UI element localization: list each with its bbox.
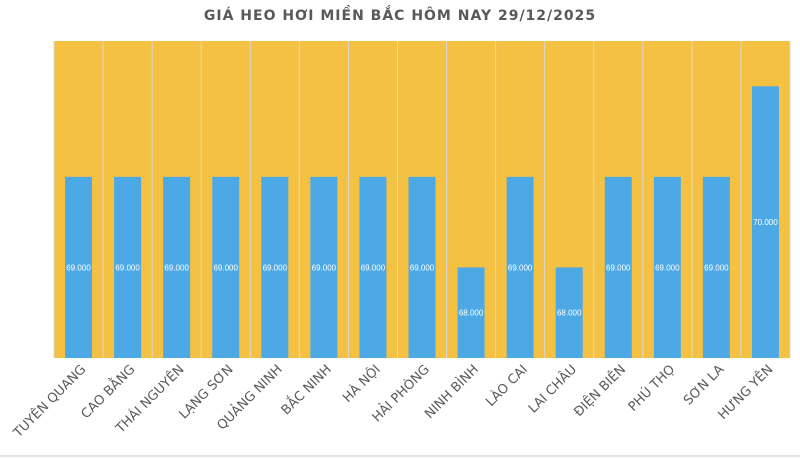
bar	[310, 176, 338, 358]
bar	[114, 176, 142, 358]
x-tick-label: SƠN LA	[681, 362, 727, 408]
data-label: 68.000	[459, 309, 484, 318]
data-label: 69.000	[508, 263, 533, 272]
bar	[65, 176, 93, 358]
data-label: 69.000	[213, 263, 238, 272]
data-label: 69.000	[66, 263, 91, 272]
bar	[506, 176, 534, 358]
data-label: 69.000	[606, 263, 631, 272]
x-tick-label: LÀO CAI	[483, 362, 531, 410]
bar	[408, 176, 436, 358]
data-label: 69.000	[410, 263, 435, 272]
bar	[653, 176, 681, 358]
bar	[212, 176, 240, 358]
data-label: 69.000	[655, 263, 680, 272]
data-label: 69.000	[263, 263, 288, 272]
x-tick-label: ĐIỆN BIÊN	[571, 362, 629, 420]
x-tick-label: TUYÊN QUANG	[10, 362, 90, 442]
bar	[261, 176, 289, 358]
data-label: 69.000	[361, 263, 386, 272]
data-label: 69.000	[704, 263, 729, 272]
data-label: 69.000	[164, 263, 189, 272]
bar	[163, 176, 191, 358]
bar	[604, 176, 632, 358]
bar	[359, 176, 387, 358]
data-label: 69.000	[312, 263, 337, 272]
bar	[555, 267, 583, 358]
x-tick-label: BẮC NINH	[277, 361, 334, 418]
chart-title: GIÁ HEO HƠI MIỀN BẮC HÔM NAY 29/12/2025	[203, 8, 597, 24]
x-tick-label: HÀ NỘI	[340, 362, 384, 406]
data-label: 70.000	[753, 218, 778, 227]
bar	[751, 86, 779, 359]
bar	[457, 267, 485, 358]
data-label: 69.000	[115, 263, 140, 272]
x-tick-label: PHÚ THỌ	[625, 362, 678, 415]
data-label: 68.000	[557, 309, 582, 318]
bar	[702, 176, 730, 358]
